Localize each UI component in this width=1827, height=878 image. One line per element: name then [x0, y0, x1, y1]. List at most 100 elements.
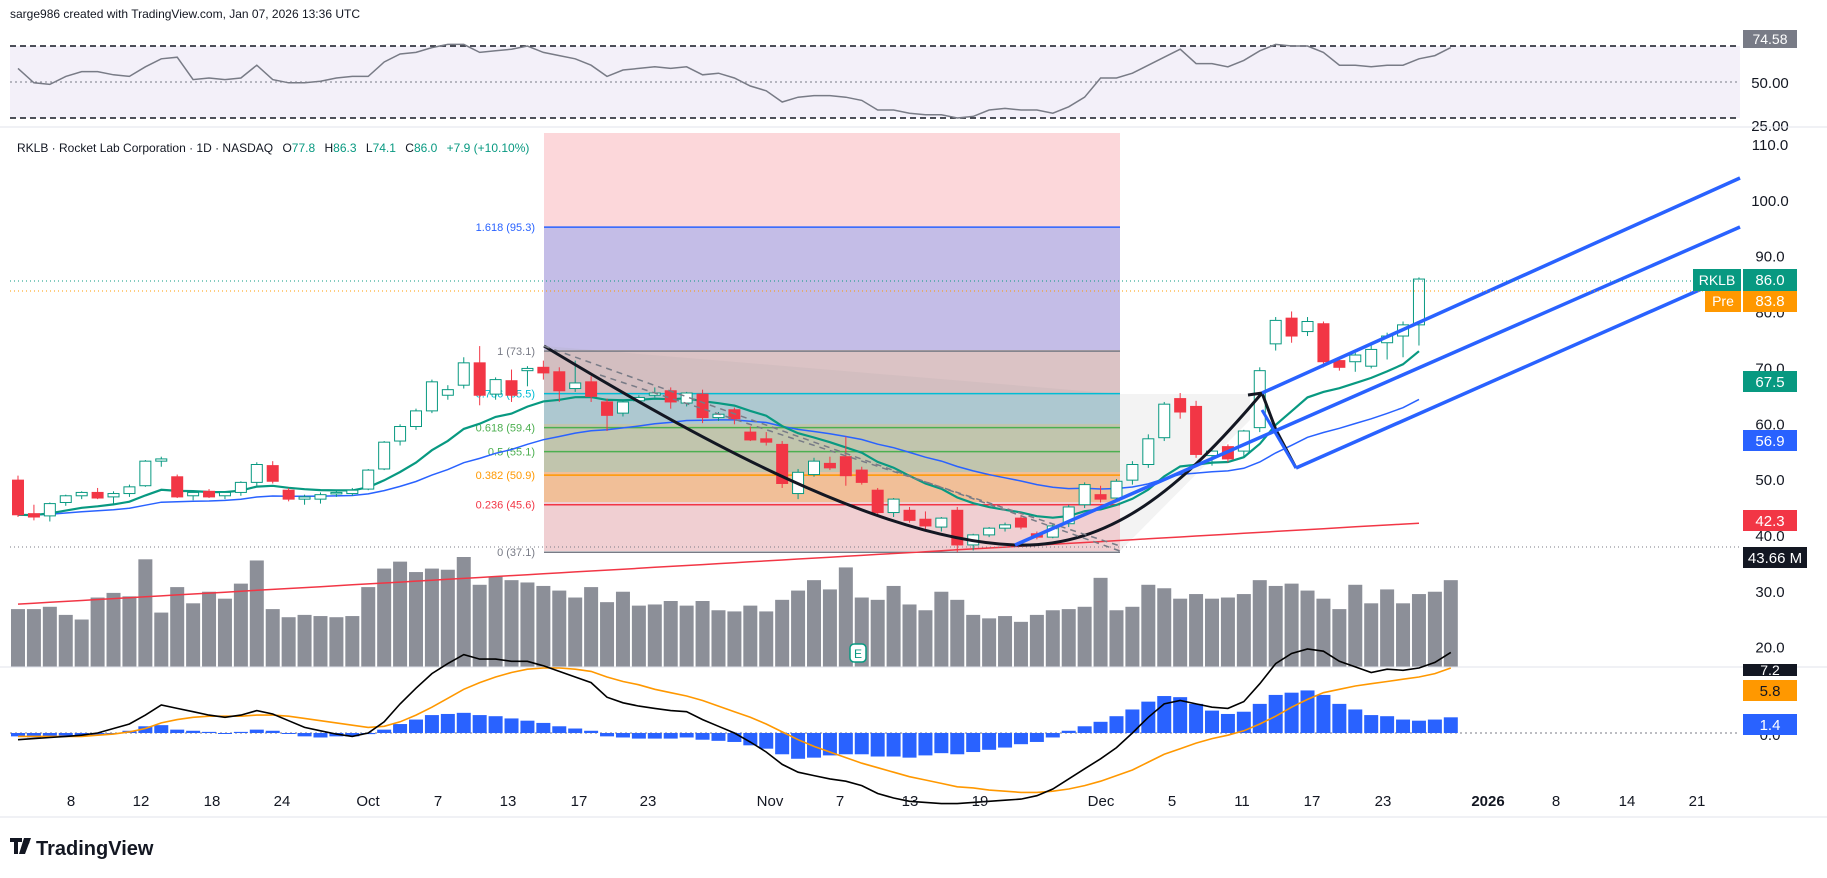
- price-axis: 110.0100.090.080.070.060.050.040.030.020…: [1751, 137, 1789, 657]
- macd-hist-bar: [1380, 716, 1395, 733]
- volume-bar: [918, 610, 933, 667]
- macd-hist-bar: [409, 719, 423, 733]
- macd-hist-bar: [377, 729, 392, 733]
- macd-hist-bar: [711, 733, 726, 741]
- price-tag-pre: Pre 83.8: [1705, 291, 1797, 312]
- volume-bar: [902, 604, 917, 667]
- candle-up: [314, 494, 327, 500]
- macd-hist-bar: [233, 731, 248, 733]
- fib-level-label: 0 (37.1): [497, 547, 535, 559]
- volume-bar: [297, 614, 312, 667]
- macd-line: [17, 648, 1452, 805]
- time-tick: 19: [972, 793, 989, 810]
- macd-hist-bar: [202, 731, 217, 733]
- symbol-legend[interactable]: RKLB · Rocket Lab Corporation · 1D · NAS…: [17, 141, 529, 155]
- macd-line-value: 7.2: [1760, 662, 1780, 678]
- volume-bar: [1332, 609, 1347, 667]
- volume-bar: [329, 617, 344, 667]
- volume-bar: [424, 568, 439, 667]
- candle-up: [521, 367, 534, 372]
- macd-hist-bar: [886, 733, 901, 757]
- price-tick: 40.0: [1755, 528, 1784, 545]
- macd-hist-bar: [982, 733, 997, 750]
- volume-bar: [1205, 598, 1219, 667]
- tradingview-logo[interactable]: TradingView: [10, 838, 154, 860]
- tag-ma50-value: 56.9: [1755, 433, 1784, 450]
- macd-hist-bar: [1348, 709, 1363, 733]
- candle-down: [1094, 494, 1107, 500]
- macd-tag-hist: 0.0 1.4: [1743, 714, 1797, 744]
- volume-bar: [265, 609, 280, 667]
- volume-bar: [42, 606, 57, 667]
- macd-hist-bar: [1316, 694, 1331, 733]
- earnings-marker[interactable]: E: [849, 643, 867, 663]
- macd-hist-bar: [1332, 703, 1347, 733]
- volume-bar: [409, 572, 423, 667]
- candle-down: [203, 490, 216, 498]
- legend-o-label: O: [282, 141, 291, 155]
- tag-ma200-value: 42.3: [1755, 513, 1784, 530]
- candle-up: [123, 486, 136, 495]
- volume-bar: [393, 561, 408, 667]
- time-tick: 18: [204, 793, 221, 810]
- candle-up: [1412, 278, 1425, 326]
- candle-down: [903, 509, 916, 521]
- macd-hist-bar: [154, 725, 169, 733]
- volume-bar: [1077, 606, 1092, 667]
- volume-bar: [615, 591, 630, 667]
- price-tick: 110.0: [1752, 137, 1788, 154]
- macd-signal-value: 5.8: [1760, 683, 1781, 700]
- tag-pre-label: Pre: [1712, 293, 1734, 309]
- rsi-value-tag: 74.58: [1743, 30, 1797, 48]
- candle-up: [394, 426, 407, 442]
- candle-down: [1317, 323, 1330, 363]
- macd-hist-bar: [1364, 715, 1379, 733]
- legend-low: 74.1: [373, 141, 397, 155]
- volume-bar: [1443, 580, 1458, 667]
- macd-hist-bar: [1205, 710, 1219, 733]
- macd-hist-bar: [759, 733, 774, 749]
- macd-hist-bar: [615, 733, 630, 738]
- candle-down: [1174, 398, 1187, 413]
- volume-bar: [1348, 584, 1363, 667]
- volume-bar: [504, 580, 519, 667]
- macd-hist-bar: [217, 733, 232, 734]
- volume-bar: [1252, 580, 1267, 667]
- macd-hist-bar: [1093, 721, 1108, 733]
- candle-down: [282, 489, 295, 500]
- volume-bar: [600, 602, 615, 667]
- time-tick: 8: [1552, 793, 1560, 810]
- macd-hist-bar: [663, 733, 678, 739]
- candle-up: [1269, 319, 1282, 345]
- macd-hist-bar: [870, 733, 885, 757]
- time-tick: 11: [1234, 793, 1250, 810]
- candle-down: [1190, 405, 1203, 455]
- macd-hist-bar: [966, 733, 981, 753]
- volume-bar: [663, 601, 678, 667]
- candle-down: [171, 476, 184, 498]
- macd-hist-bar: [1077, 726, 1092, 733]
- macd-hist-bar: [313, 733, 328, 738]
- candle-up: [1078, 484, 1091, 506]
- volume-bar: [982, 618, 997, 667]
- legend-high: 86.3: [333, 141, 357, 155]
- candle-down: [744, 431, 757, 441]
- volume-bar: [711, 610, 726, 667]
- candle-up: [1110, 480, 1123, 499]
- macd-hist-bar: [727, 733, 742, 742]
- candle-down: [1333, 360, 1346, 368]
- macd-hist-bar: [520, 720, 535, 733]
- volume-bar: [122, 596, 137, 667]
- candle-up: [1365, 348, 1378, 367]
- volume-bar: [1220, 597, 1235, 667]
- fib-bg-blue: [544, 227, 1120, 350]
- tag-symbol: RKLB: [1699, 272, 1736, 288]
- legend-close: 86.0: [414, 141, 438, 155]
- volume-bar: [202, 591, 217, 667]
- macd-hist-bar: [1396, 719, 1411, 733]
- macd-hist-bar: [456, 712, 471, 733]
- macd-hist-bar: [679, 733, 694, 738]
- candle-down: [951, 509, 964, 546]
- volume-bar: [488, 576, 503, 667]
- volume-bar: [1109, 610, 1124, 667]
